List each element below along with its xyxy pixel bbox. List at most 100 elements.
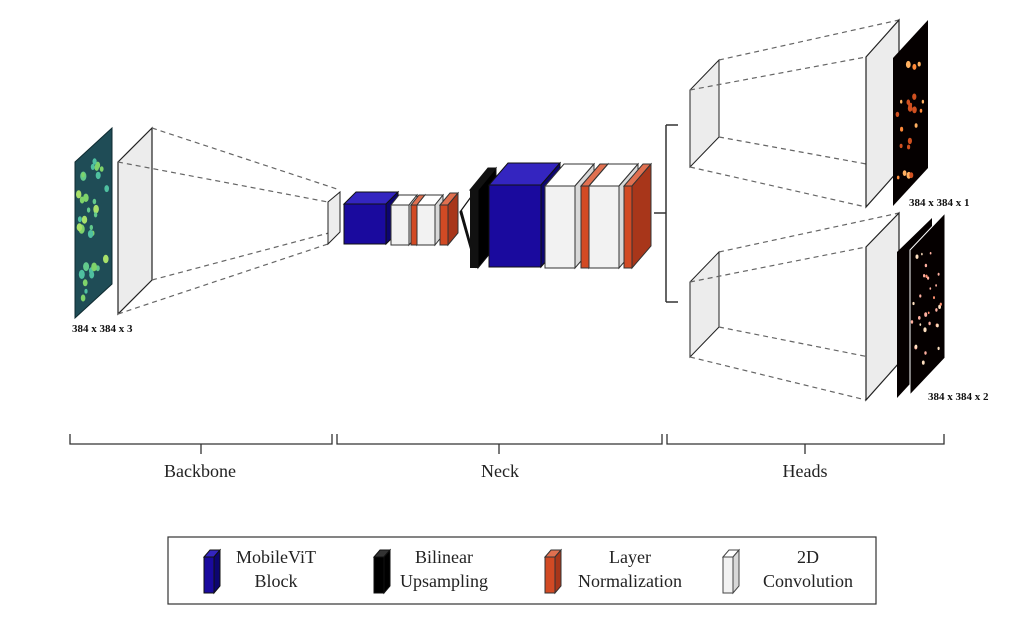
input-image-dot <box>95 171 101 180</box>
head-2-heatmap-dot <box>936 323 939 328</box>
input-image-dot <box>84 288 88 294</box>
head-1-heatmap-dot <box>907 105 913 112</box>
backbone-projection-lines <box>117 127 341 315</box>
input-image-dot <box>86 207 91 213</box>
head-2-heatmap-dot <box>924 351 927 355</box>
head-2-heatmap-dot <box>924 263 928 268</box>
head-1-heatmap-dot <box>900 126 904 132</box>
heads-split-bracket <box>654 124 678 303</box>
legend: MobileViT Block Bilinear Upsampling Laye… <box>167 536 877 605</box>
head-2-heatmap-dot <box>915 254 919 259</box>
head-2-heatmap-dot <box>929 251 932 255</box>
input-image-dot <box>103 254 109 264</box>
head-2-heatmap-dot <box>935 308 938 312</box>
input-image-dot <box>78 269 85 279</box>
head-1-heatmap-dot <box>896 175 900 180</box>
head-1-heatmap-dot <box>919 108 923 113</box>
input-image-dot <box>81 215 88 224</box>
head-2-heatmap-dot <box>927 311 930 315</box>
head-1-heatmap-dot <box>899 143 903 149</box>
head-2-heatmap-dot <box>925 274 928 278</box>
head-2-heatmap-dot <box>939 302 942 306</box>
section-brackets <box>69 434 945 454</box>
head-2-heatmap-dot <box>938 304 941 309</box>
input-image-dot <box>81 172 85 178</box>
head-2-heatmap-dot <box>918 316 921 320</box>
legend-layernorm-swatch <box>543 548 563 595</box>
head-1-heatmap-dot <box>914 123 918 128</box>
head-2-heatmap-dot <box>921 252 923 256</box>
head-1-heatmap-dot <box>909 172 914 179</box>
legend-conv2d-swatch <box>721 548 741 595</box>
head-1-heatmap-dot <box>906 99 911 105</box>
legend-conv2d-label-line2: Convolution <box>763 571 853 591</box>
input-image-dot <box>93 204 99 214</box>
input-image-dot <box>99 166 104 172</box>
input-image-dot <box>76 190 82 199</box>
head-2-heatmap-dot <box>921 360 925 365</box>
legend-layernorm-label-line2: Normalization <box>578 571 682 591</box>
head-1-heatmap-dot <box>900 99 903 104</box>
head-2-heatmap-dot <box>928 321 931 326</box>
backbone-input-plane <box>117 126 153 316</box>
head-1-heatmap-dot <box>912 63 917 70</box>
backbone-output-plane <box>327 190 341 246</box>
input-image-dot <box>87 230 94 238</box>
backbone-label: Backbone <box>164 461 236 481</box>
input-image <box>74 126 113 320</box>
input-image-dot <box>104 185 109 193</box>
input-image-dot <box>80 294 86 302</box>
head-2-heatmap-dot <box>923 327 927 333</box>
head-1-heatmap-dot <box>912 106 917 114</box>
head-1-heatmap-dot <box>905 60 911 69</box>
input-image-dot <box>89 224 94 231</box>
legend-layernorm-label-line1: Layer <box>609 547 651 567</box>
legend-mobilevit-label-line1: MobileViT <box>236 547 316 567</box>
head-2-heatmap-dot <box>923 274 926 278</box>
head-2-heatmap-dot <box>929 287 932 290</box>
legend-conv2d-label-line1: 2D <box>797 547 819 567</box>
input-image-dot <box>89 270 95 279</box>
head-1-dims-label: 384 x 384 x 1 <box>909 197 970 209</box>
input-image-dot <box>83 262 90 272</box>
legend-bilinear-label-line1: Bilinear <box>415 547 473 567</box>
head-1-heatmap-dot <box>917 61 921 67</box>
input-image-dot <box>82 279 88 287</box>
head-2-heatmap-dot <box>937 272 940 276</box>
head-1-heatmap-dot <box>902 170 907 177</box>
backbone-stage: 384 x 384 x 3 <box>72 126 341 335</box>
input-image-dot <box>92 158 97 165</box>
head-1: 384 x 384 x 1 <box>689 18 970 209</box>
input-image-dot <box>92 198 97 205</box>
heads-label: Heads <box>783 461 828 481</box>
neck-mobilevit-block-1 <box>342 190 400 246</box>
head-2-heatmap-dot <box>919 294 922 298</box>
input-image-dot <box>76 223 83 232</box>
head-2-heatmap-dot <box>910 320 914 324</box>
head-2-heatmap-dot <box>924 312 928 317</box>
input-image-dot <box>93 212 98 218</box>
legend-bilinear-label-line2: Upsampling <box>400 571 488 591</box>
neck-stage <box>342 161 653 270</box>
head-2-heatmap-channel-2 <box>909 211 946 397</box>
head-1-heatmap-dot <box>921 99 925 104</box>
input-image-dot <box>90 163 95 170</box>
head-1-heatmap-dot <box>895 111 900 117</box>
neck-conv-2 <box>415 193 445 247</box>
legend-mobilevit-swatch <box>202 548 222 595</box>
input-image-dot <box>94 164 99 171</box>
head-1-heatmap-dot <box>907 144 911 150</box>
input-image-dot <box>77 216 82 223</box>
head-2-dims-label: 384 x 384 x 2 <box>928 391 989 403</box>
neck-layernorm-2 <box>438 191 460 247</box>
head-2-heatmap-dot <box>914 344 918 349</box>
head-1-heatmap-dot <box>912 93 917 100</box>
input-image-dot <box>83 193 89 202</box>
neck-label: Neck <box>481 461 519 481</box>
neck-layernorm-4 <box>622 162 653 270</box>
heads-stage: 384 x 384 x 1 384 x 384 x 2 <box>689 18 989 403</box>
legend-bilinear-swatch <box>372 548 392 595</box>
head-2: 384 x 384 x 2 <box>689 211 989 403</box>
head-2-heatmap-dot <box>927 276 930 280</box>
